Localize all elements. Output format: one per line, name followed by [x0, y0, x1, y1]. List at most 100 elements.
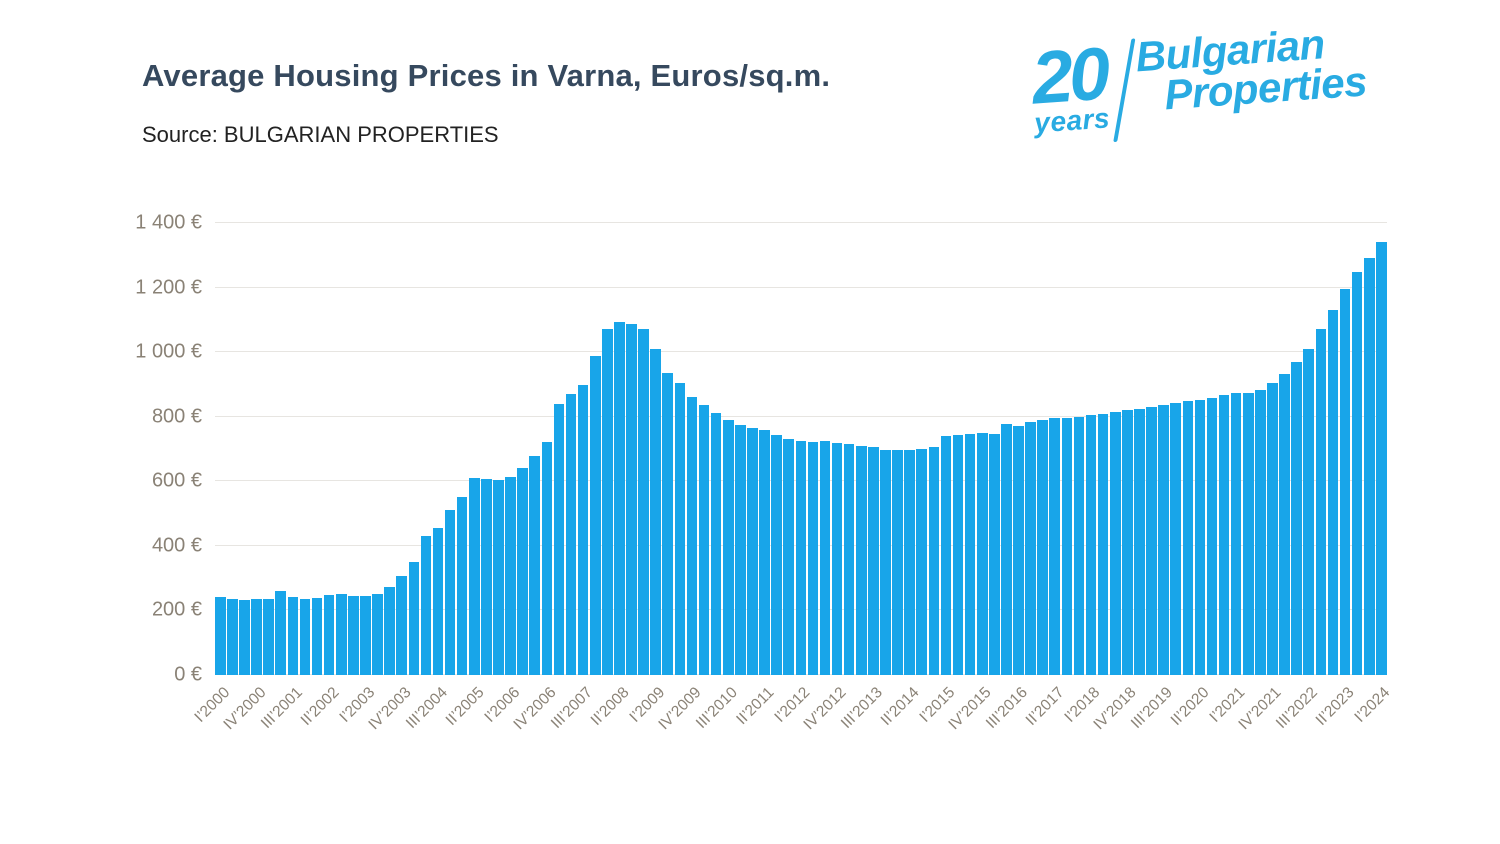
logo-years-block: 20 years [1029, 31, 1111, 139]
bar [1218, 395, 1230, 675]
bar [638, 328, 649, 675]
bar [1134, 408, 1145, 675]
bar [1315, 328, 1327, 675]
bar [1230, 393, 1242, 675]
bar [904, 449, 915, 675]
bar [227, 599, 238, 675]
bar [311, 597, 323, 675]
bar [1242, 392, 1254, 675]
y-tick-label: 1 000 € [135, 340, 202, 363]
bar [384, 586, 395, 675]
bar [650, 348, 661, 675]
gridline [215, 286, 1387, 288]
x-tick-label: II’2011 [733, 684, 778, 729]
bar [1327, 309, 1339, 675]
bar [1049, 418, 1061, 675]
bar [976, 432, 988, 675]
bar [251, 599, 262, 675]
bar [577, 385, 589, 675]
bar [1001, 423, 1012, 675]
bar [1267, 383, 1278, 675]
bar [626, 324, 637, 675]
bar [722, 420, 734, 675]
bar [928, 447, 940, 675]
bar [1158, 405, 1169, 675]
bar [565, 394, 577, 675]
bar [263, 598, 274, 675]
bar [1206, 397, 1218, 675]
x-tick-label: II’2023 [1312, 684, 1358, 729]
bar [456, 496, 468, 675]
bar [372, 594, 383, 675]
bar [323, 594, 335, 675]
bar [916, 448, 928, 675]
bar [989, 433, 1000, 675]
bar [432, 528, 444, 675]
y-tick-label: 600 € [151, 469, 202, 492]
y-tick-label: 1 400 € [135, 211, 202, 234]
bar [686, 397, 698, 675]
logo-brand-line2: Properties [1162, 57, 1369, 119]
bar [831, 442, 843, 675]
y-tick-label: 200 € [151, 598, 202, 621]
y-tick-label: 1 200 € [135, 276, 202, 299]
bar [215, 596, 226, 675]
bar [444, 510, 456, 675]
bar [589, 356, 601, 675]
bar [1122, 410, 1133, 675]
bar [287, 596, 299, 675]
bar [952, 435, 964, 675]
gridline [215, 222, 1387, 223]
bar [1061, 418, 1073, 675]
bar [1339, 288, 1351, 675]
bar [348, 595, 359, 675]
bar [880, 449, 891, 675]
bar [1025, 421, 1036, 675]
x-tick-label: I’2024 [1351, 684, 1394, 726]
bar [1351, 272, 1363, 675]
x-tick-label: II’2020 [1167, 684, 1213, 729]
bar [855, 446, 867, 675]
bar [940, 436, 952, 675]
bar [553, 404, 565, 675]
bar [1363, 257, 1375, 675]
bar [1013, 426, 1024, 675]
bar [602, 328, 613, 675]
bar [335, 593, 347, 675]
bar [735, 425, 746, 675]
bar [771, 435, 782, 675]
bar [614, 321, 625, 675]
bar [1073, 417, 1085, 675]
y-tick-label: 800 € [151, 405, 202, 428]
bar [1085, 415, 1097, 675]
bar [807, 441, 819, 675]
logo-20-text: 20 [1029, 31, 1109, 120]
bar [819, 441, 831, 675]
bar [299, 598, 311, 675]
bar [759, 429, 770, 675]
logo-years-text: years [1033, 102, 1111, 139]
bar [541, 441, 553, 675]
bar [1109, 411, 1121, 675]
bar [795, 440, 807, 675]
bar [239, 600, 250, 675]
bar [843, 443, 855, 675]
bar [1146, 407, 1157, 675]
bar-chart: 0 € 200 € 400 € 600 € 800 € 1 000 € 1 200 € 1 4… [135, 212, 1393, 734]
bar [783, 439, 794, 675]
bar [1376, 242, 1387, 675]
bar [1097, 413, 1109, 675]
bar [674, 383, 686, 675]
x-tick-label: II’2002 [297, 684, 343, 729]
x-tick-label: II’2005 [442, 684, 488, 729]
bar [360, 595, 371, 675]
bar [275, 591, 287, 675]
bar [420, 536, 432, 675]
bar [747, 427, 758, 675]
bar [1194, 399, 1206, 675]
logo-brand-block: Bulgarian Properties [1134, 18, 1369, 119]
bar [710, 412, 722, 675]
bar [1170, 402, 1181, 675]
x-tick-label: II’2008 [587, 684, 633, 729]
